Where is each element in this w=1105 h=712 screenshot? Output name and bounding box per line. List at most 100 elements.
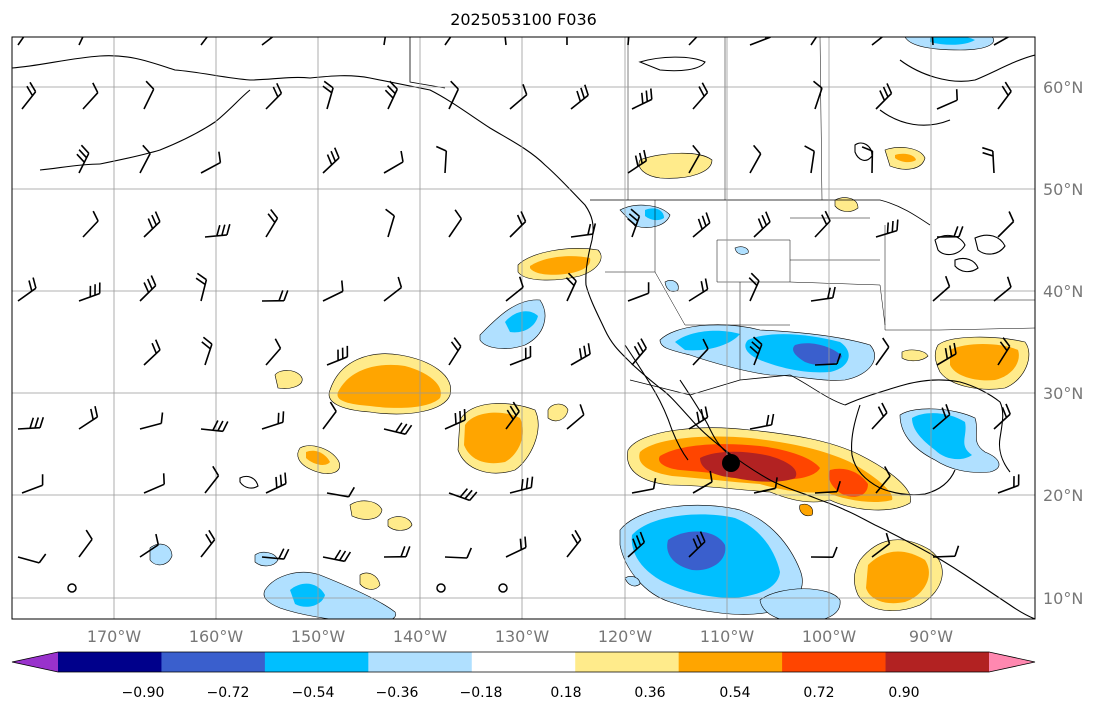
wind-barb xyxy=(871,532,891,558)
wind-barb xyxy=(997,81,1012,110)
wind-barb xyxy=(565,272,577,302)
wind-barb xyxy=(936,89,958,110)
wind-barb xyxy=(810,546,838,558)
wind-barb xyxy=(861,146,874,174)
wind-barb xyxy=(982,146,995,174)
wind-barb xyxy=(139,275,157,302)
wind-barb xyxy=(509,345,532,366)
wind-barb xyxy=(78,529,93,558)
colorbar-tick-label: 0.72 xyxy=(803,685,834,701)
wind-barb xyxy=(570,343,591,366)
wind-barb xyxy=(509,84,528,110)
wind-barb xyxy=(997,211,1015,238)
calm-marker xyxy=(498,583,508,593)
wind-barb xyxy=(627,149,648,174)
wind-barb xyxy=(993,276,1012,302)
lon-label: 170°W xyxy=(87,627,142,646)
wind-barb xyxy=(936,226,964,238)
wind-barb xyxy=(139,144,151,174)
wind-barb xyxy=(265,82,283,110)
lon-label: 140°W xyxy=(393,627,448,646)
colorbar-segment xyxy=(368,652,473,672)
wind-barb xyxy=(82,82,99,110)
wind-barb xyxy=(875,337,890,366)
lon-label: 110°W xyxy=(700,627,755,646)
wind-barb xyxy=(143,339,161,366)
wind-barb xyxy=(204,223,231,238)
wind-barb xyxy=(76,144,90,174)
map-title: 2025053100 F036 xyxy=(450,10,597,29)
wind-barb xyxy=(993,37,1010,46)
wind-barb xyxy=(570,223,597,238)
colorbar-tick-label: 0.18 xyxy=(550,685,581,701)
wind-barb xyxy=(749,413,775,430)
wind-barb xyxy=(384,80,399,110)
wind-barb xyxy=(692,470,713,494)
wind-barb xyxy=(810,286,836,302)
wind-barb xyxy=(78,282,101,302)
wind-barb xyxy=(627,208,641,238)
wind-barb xyxy=(627,37,630,46)
wind-barb xyxy=(265,472,287,494)
wind-barb xyxy=(448,80,460,110)
wind-barb xyxy=(322,401,337,430)
colorbar-segment xyxy=(575,652,680,672)
calm-marker xyxy=(436,583,446,593)
wind-barb xyxy=(566,37,568,46)
wind-barbs xyxy=(17,37,1020,564)
wind-barb xyxy=(932,404,951,430)
wind-barb xyxy=(322,549,352,563)
wind-barb xyxy=(871,37,884,46)
center-marker xyxy=(722,454,740,472)
wind-barb xyxy=(631,338,648,366)
lat-label: 20°N xyxy=(1043,486,1083,505)
coastlines xyxy=(12,54,1035,619)
wind-barb xyxy=(322,280,344,302)
wind-barb xyxy=(383,150,404,174)
wind-barb xyxy=(749,144,762,174)
wind-barb xyxy=(692,82,709,110)
wind-barb xyxy=(804,145,815,174)
latitude-labels: 60°N 50°N 40°N 30°N 20°N 10°N xyxy=(1043,78,1083,608)
lat-label: 30°N xyxy=(1043,384,1083,403)
wind-barb xyxy=(261,548,290,560)
state-borders xyxy=(605,37,1035,380)
shaded-field xyxy=(149,37,1030,619)
map-frame xyxy=(11,36,1036,620)
wind-barb xyxy=(505,276,524,302)
colorbar-outline xyxy=(11,651,1036,673)
colorbar-tick-label: −0.54 xyxy=(292,685,335,701)
colorbar-extend-max xyxy=(989,652,1035,672)
wind-barb xyxy=(631,88,653,110)
wind-barb xyxy=(322,80,334,110)
map-panel xyxy=(12,37,1035,619)
wind-barb xyxy=(505,536,527,558)
wind-barb xyxy=(17,277,37,302)
wind-barb xyxy=(997,337,1011,366)
wind-barb xyxy=(875,219,899,238)
colorbar-tick-label: 0.36 xyxy=(634,685,665,701)
wind-barb xyxy=(814,353,842,366)
colorbar-segment xyxy=(58,652,162,672)
wind-barb xyxy=(627,531,646,558)
wind-barb xyxy=(265,209,279,238)
wind-barb xyxy=(875,83,893,110)
wind-barb xyxy=(261,37,274,46)
wind-barb xyxy=(385,208,396,238)
wind-barb xyxy=(753,477,778,494)
wind-barb xyxy=(692,338,709,366)
wind-barb xyxy=(993,403,1011,430)
wind-barb xyxy=(143,80,155,110)
wind-barb xyxy=(17,37,25,46)
wind-barb xyxy=(326,345,349,366)
wind-barb xyxy=(810,37,818,46)
colorbar-tick-label: 0.90 xyxy=(888,685,919,701)
lon-label: 100°W xyxy=(802,627,857,646)
wind-barb xyxy=(444,409,466,430)
colorbar xyxy=(11,651,1036,673)
wind-barb xyxy=(688,144,701,174)
colorbar-extend-min xyxy=(12,652,58,672)
wind-barb xyxy=(435,145,448,174)
wind-barb xyxy=(139,412,164,430)
wind-barb xyxy=(139,533,160,558)
